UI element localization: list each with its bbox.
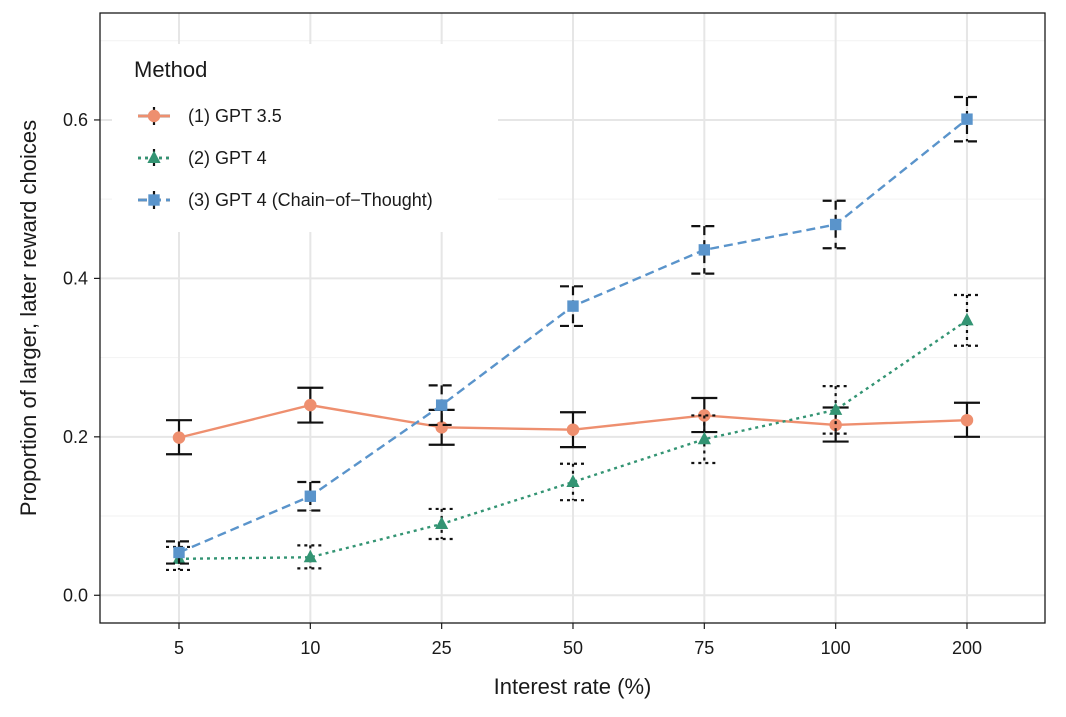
y-tick-label: 0.0 (63, 585, 88, 605)
data-point (566, 474, 580, 488)
legend-items: (1) GPT 3.5 (2) GPT 4 (3) GPT 4 (Chain−of−… (138, 106, 433, 210)
legend-item-1: (1) GPT 3.5 (138, 106, 282, 126)
data-point (304, 398, 317, 412)
data-point (960, 312, 974, 326)
data-point (960, 413, 974, 427)
data-point (435, 516, 449, 530)
x-tick-label: 50 (563, 638, 583, 658)
error-bar (297, 544, 324, 570)
error-bar (166, 540, 192, 565)
data-point (304, 490, 317, 502)
y-axis: 0.0 0.2 0.4 0.6 (63, 110, 100, 605)
y-tick-label: 0.4 (63, 268, 88, 288)
legend-item-3: (3) GPT 4 (Chain−of−Thought) (138, 190, 433, 210)
data-point (829, 218, 842, 231)
x-tick-label: 5 (174, 638, 184, 658)
data-point (172, 431, 186, 444)
x-tick-label: 200 (952, 638, 982, 658)
x-tick-label: 10 (300, 638, 320, 658)
data-point (303, 549, 317, 563)
data-point (567, 300, 579, 312)
data-point (173, 546, 185, 559)
series-3 (166, 95, 980, 565)
x-axis-title: Interest rate (%) (494, 674, 652, 699)
error-bar (822, 199, 849, 250)
data-point (435, 399, 448, 411)
data-point (698, 244, 711, 256)
data-point (435, 421, 448, 434)
error-bar (166, 545, 192, 572)
legend-label: (1) GPT 3.5 (188, 106, 282, 126)
error-bar (953, 293, 980, 347)
x-tick-label: 25 (432, 638, 452, 658)
legend-background (112, 44, 498, 232)
y-tick-label: 0.6 (63, 110, 88, 130)
x-axis: 5 10 25 50 75 100 200 (174, 623, 982, 658)
legend-title: Method (134, 57, 207, 82)
legend-item-2: (2) GPT 4 (138, 148, 267, 168)
data-point (829, 418, 842, 432)
data-point (961, 113, 973, 125)
series-layer (166, 95, 980, 572)
x-tick-label: 75 (694, 638, 714, 658)
y-tick-label: 0.2 (63, 427, 88, 447)
legend-key-marker (148, 194, 160, 206)
legend-key-marker (147, 109, 161, 123)
error-bar (691, 225, 718, 275)
series-2 (166, 293, 980, 572)
legend: Method (1) GPT 3.5 (2) GPT 4 (3) GPT 4 (Ch… (112, 44, 498, 232)
legend-label: (2) GPT 4 (188, 148, 267, 168)
data-point (829, 402, 843, 415)
legend-label: (3) GPT 4 (Chain−of−Thought) (188, 190, 433, 210)
error-bar (559, 462, 586, 502)
x-tick-label: 100 (821, 638, 851, 658)
data-point (697, 431, 711, 445)
legend-key-marker (147, 150, 161, 164)
y-axis-title: Proportion of larger, later reward choic… (16, 120, 41, 516)
data-point (566, 423, 580, 436)
